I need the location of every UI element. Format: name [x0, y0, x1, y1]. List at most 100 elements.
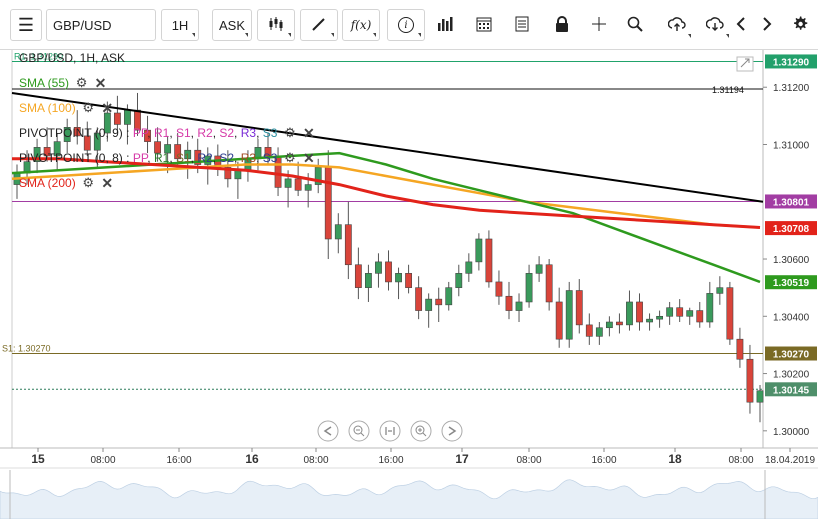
gear-icon[interactable]: ⚙ [284, 125, 296, 140]
candle-down [415, 287, 423, 311]
reset-zoom-button[interactable] [379, 420, 401, 442]
calendar-button[interactable] [469, 9, 499, 41]
y-tick-label: 1.31200 [773, 83, 810, 94]
horizontal-ray-label: 1.31194 [712, 85, 744, 95]
zoom-in-circle [410, 420, 432, 442]
crosshair-button[interactable] [584, 9, 614, 41]
magnifier-handle [422, 432, 427, 437]
bar-chart-icon [437, 16, 453, 34]
zoom-icon [627, 16, 643, 35]
upload-icon [667, 16, 686, 35]
pivot-level-r3: R3 [240, 126, 257, 140]
settings-button[interactable] [788, 9, 812, 41]
pivot-comma: , [169, 151, 176, 165]
news-button[interactable] [507, 9, 537, 41]
calendar-icon [476, 16, 492, 35]
r1-level-label: R1: 1.31290 [14, 51, 63, 61]
sma55-price-tag-bg [765, 275, 817, 290]
x-tick-label: 08:00 [303, 455, 328, 466]
chart-area[interactable]: 1.31200 1.31000 1.30600 1.30400 1.30200 1.300… [0, 50, 818, 520]
last-price-tag-bg [765, 382, 817, 397]
pivot-level-r2: R2 [197, 126, 213, 140]
x-tick-label: 15 [31, 452, 45, 466]
scroll-right-button[interactable] [756, 9, 778, 41]
info-button[interactable]: i [387, 9, 425, 41]
last-price-tag: 1.30145 [773, 385, 810, 396]
timeframe-select[interactable]: 1H [161, 9, 199, 41]
candle-up [304, 184, 312, 191]
x-tick-label: 16:00 [378, 455, 403, 466]
legend-sma55: SMA (55) ⚙ ✕ [19, 74, 107, 91]
pivot-comma: , [234, 126, 241, 140]
candle-down [174, 144, 182, 160]
candle-down [385, 261, 392, 283]
lock-button[interactable] [547, 9, 577, 41]
pivot-level-s1: S1 [175, 151, 191, 165]
gear-icon[interactable]: ⚙ [82, 100, 95, 115]
pivot-comma: , [256, 151, 263, 165]
menu-button[interactable]: ☰ [10, 9, 42, 41]
r1-price-tag: 1.31290 [773, 57, 810, 68]
pivot-level-r2: R2 [197, 151, 213, 165]
candle-down [154, 141, 161, 154]
lock-icon [555, 15, 569, 35]
price-type-label: ASK [218, 17, 245, 33]
legend-pivot2: PIVOTPOINT (0, 8) : PP, R1, S1, R2, S2, … [19, 149, 315, 166]
indicators-button[interactable]: f(x) [342, 9, 380, 41]
candle-up [656, 315, 664, 320]
zoom-button[interactable] [620, 9, 650, 41]
candle-down [616, 321, 623, 326]
pivot2-label: PIVOTPOINT (0, 8) [19, 151, 123, 165]
candle-down [354, 264, 362, 288]
menu-icon: ☰ [17, 14, 35, 35]
chart-type-button[interactable] [257, 9, 295, 41]
upload-button[interactable] [660, 9, 694, 41]
candle-down [83, 135, 91, 151]
close-icon[interactable]: ✕ [94, 74, 107, 91]
candle-down [264, 147, 272, 157]
x-tick-label: 08:00 [516, 455, 541, 466]
s1-price-tag-bg [765, 346, 817, 361]
gear-icon[interactable]: ⚙ [82, 175, 95, 190]
candle-up [686, 310, 694, 317]
pivot1-levels: PP, R1, S1, R2, S2, R3, S3 [133, 126, 278, 140]
candle-up [756, 390, 764, 403]
candlestick-icon [268, 16, 284, 34]
close-icon[interactable]: ✕ [303, 124, 315, 141]
gear-icon[interactable]: ⚙ [284, 150, 296, 165]
zoom-out-button[interactable] [348, 420, 370, 442]
function-icon: f(x) [350, 18, 372, 32]
candle-up [465, 261, 473, 274]
gear-icon [792, 16, 808, 35]
x-tick-label: 08:00 [728, 455, 753, 466]
sma200-price-tag: 1.30708 [773, 224, 810, 235]
close-icon[interactable]: ✕ [101, 174, 114, 191]
symbol-input[interactable] [46, 9, 156, 41]
r1-price-tag-bg [765, 54, 817, 69]
price-chart[interactable]: 1.31200 1.31000 1.30600 1.30400 1.30200 1.300… [0, 50, 818, 520]
zoom-in-button[interactable] [410, 420, 432, 442]
legend-sma100: SMA (100) ⚙ ✕ [19, 99, 114, 116]
scroll-left-button[interactable] [730, 9, 752, 41]
candle-down [746, 358, 754, 403]
scroll-left-button[interactable] [317, 420, 339, 442]
candle-up [666, 307, 674, 317]
download-button[interactable] [698, 9, 732, 41]
candle-up [314, 167, 322, 185]
scroll-right-button[interactable] [441, 420, 463, 442]
close-icon[interactable]: ✕ [101, 99, 114, 116]
scroll-right-circle [441, 420, 463, 442]
candle-down [726, 287, 734, 340]
draw-button[interactable] [300, 9, 338, 41]
candle-down [696, 310, 704, 323]
candle-up [53, 141, 61, 157]
candle-up [93, 132, 101, 151]
volume-button[interactable] [430, 9, 460, 41]
navigator-overlay [0, 470, 818, 519]
gear-icon[interactable]: ⚙ [75, 75, 88, 90]
navigator-area [0, 479, 818, 520]
crosshair-icon [591, 16, 607, 35]
chevron-right-icon [448, 426, 457, 436]
close-icon[interactable]: ✕ [303, 149, 315, 166]
price-type-select[interactable]: ASK [212, 9, 252, 41]
